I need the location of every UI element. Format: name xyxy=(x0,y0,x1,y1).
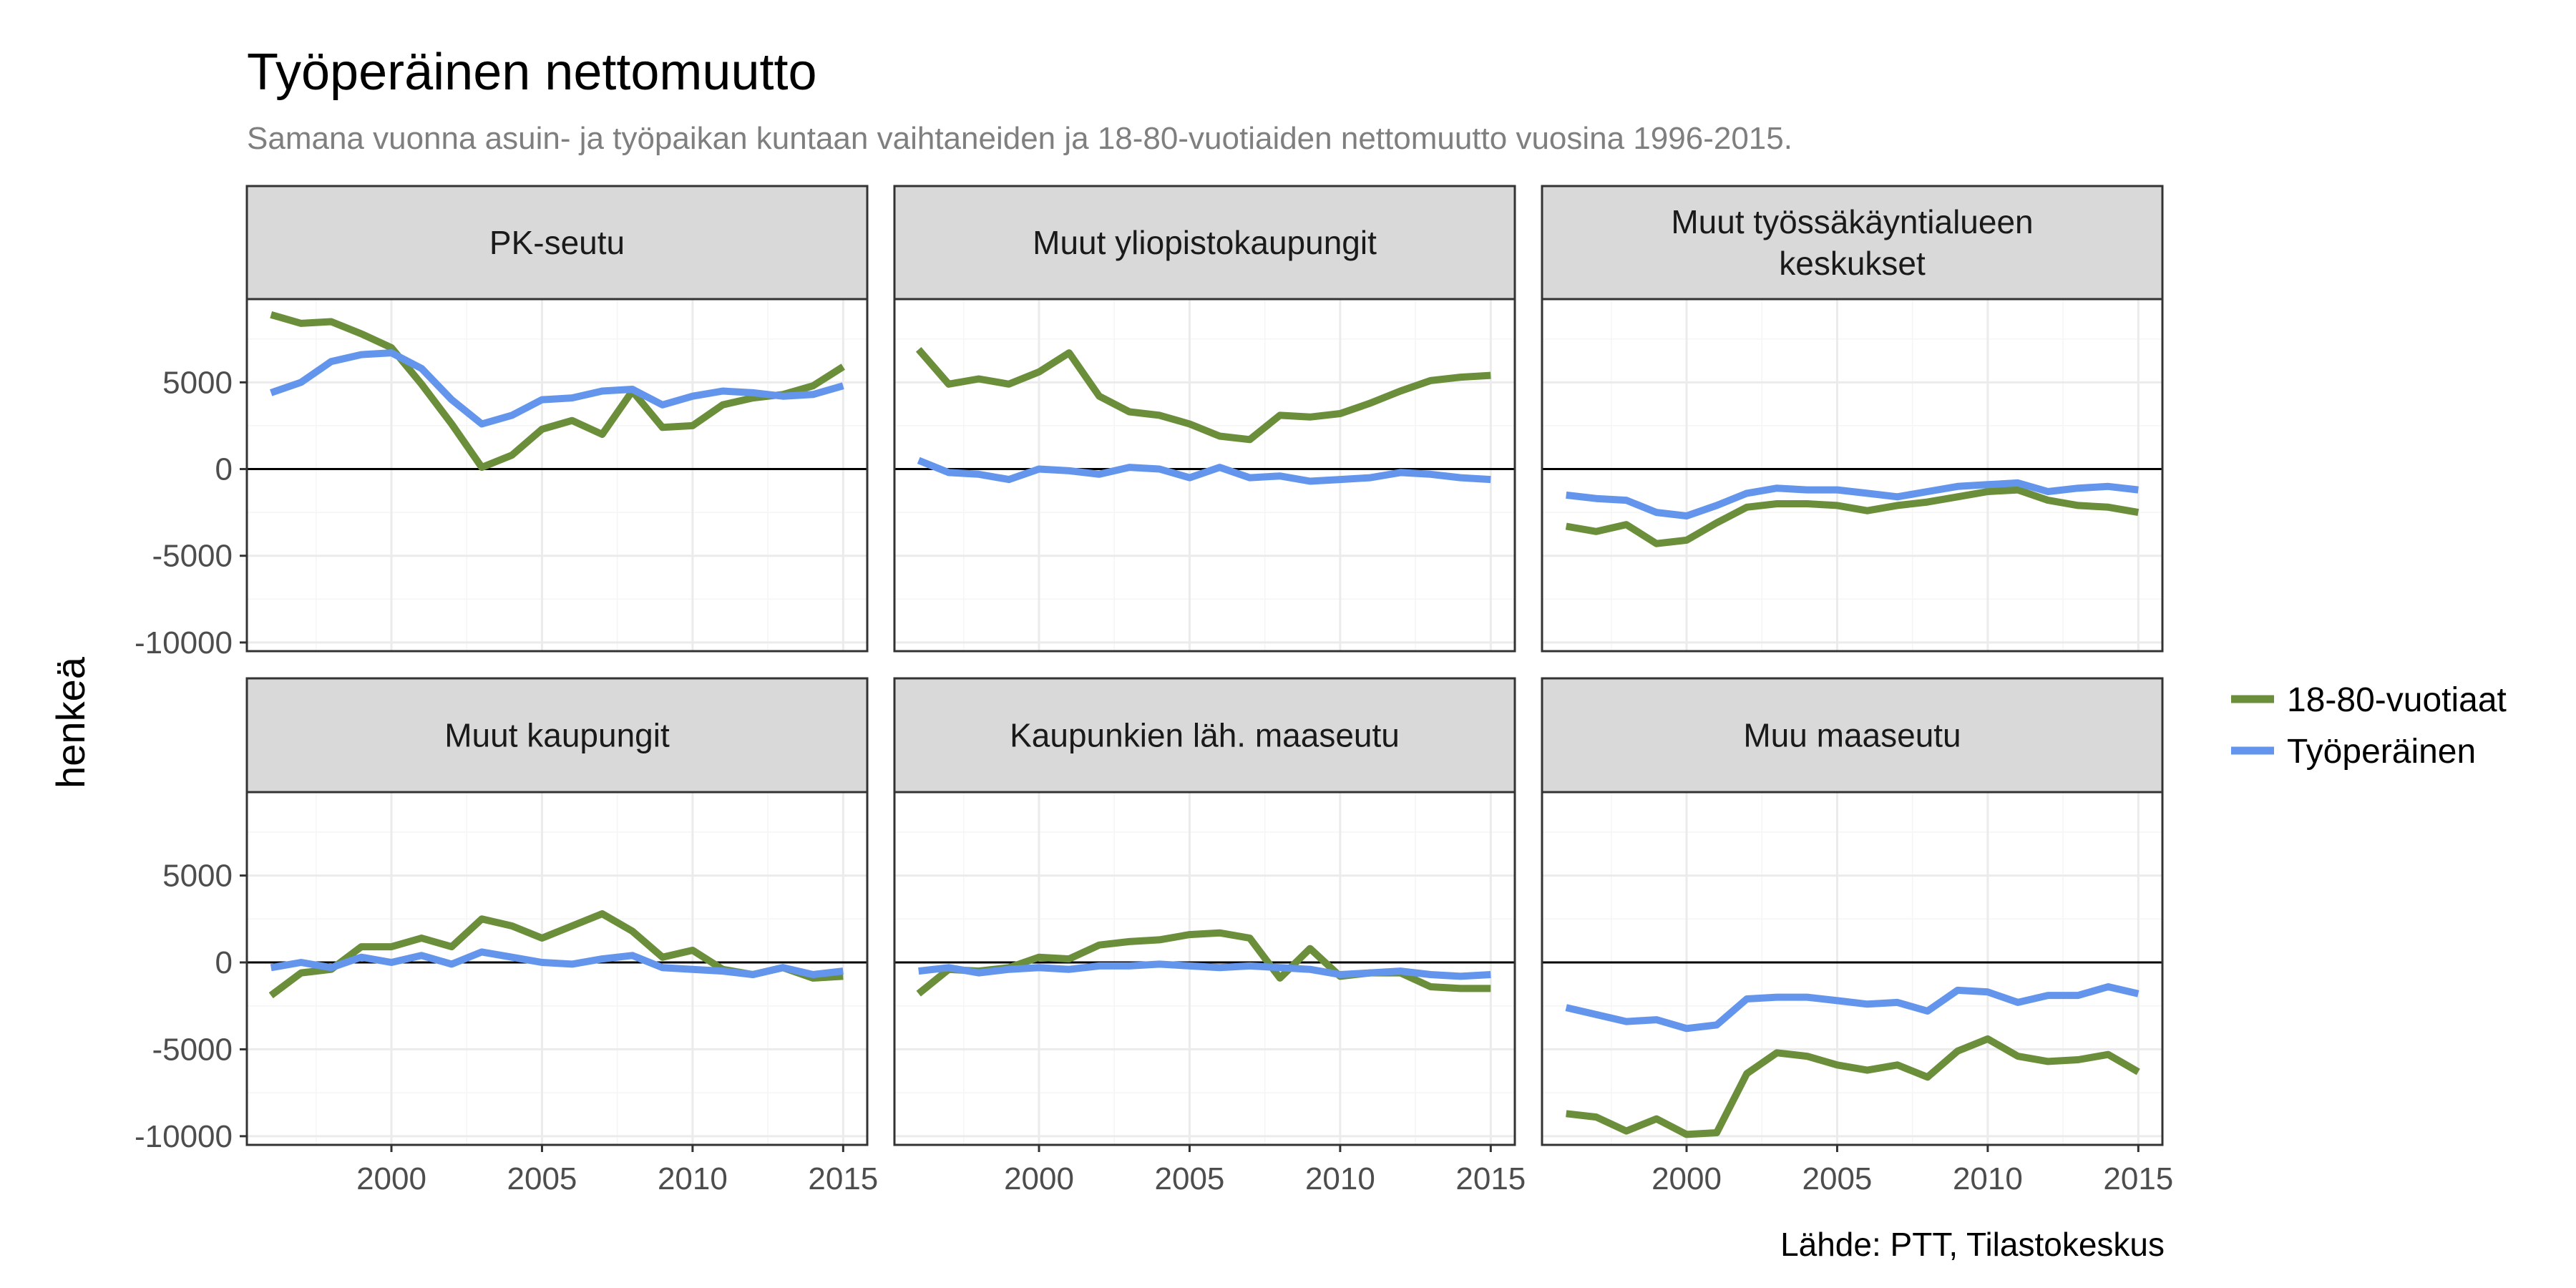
y-tick-label: 0 xyxy=(215,945,233,980)
panel-strip-label: Muut yliopistokaupungit xyxy=(1033,224,1377,261)
y-tick-label: 5000 xyxy=(162,859,233,894)
chart-title: Työperäinen nettomuutto xyxy=(247,44,817,101)
x-tick-label: 2015 xyxy=(1455,1161,1526,1196)
panel-background xyxy=(247,299,867,651)
series-line-tyoperainen xyxy=(1565,983,2140,1033)
x-tick-label: 2000 xyxy=(1004,1161,1074,1196)
legend-item-18-80-vuotiaat: 18-80-vuotiaat xyxy=(2231,681,2507,719)
x-tick-label: 2010 xyxy=(1305,1161,1375,1196)
panel-strip-label: keskukset xyxy=(1779,245,1926,282)
series-line-18-80-vuotiaat xyxy=(270,311,845,472)
panel-strip-label: PK-seutu xyxy=(489,224,625,261)
panel-strip xyxy=(893,677,1516,794)
panel-border xyxy=(245,791,869,1146)
y-axis-title: henkeä xyxy=(48,656,93,789)
panel-muut-yliopistokaupungit: Muut yliopistokaupungit xyxy=(893,185,1516,653)
panel-border xyxy=(245,298,869,653)
panel-border xyxy=(1541,298,2164,653)
panel-pk-seutu: PK-seutu -10000 -5000 0 5000 xyxy=(135,185,869,660)
series-line-18-80-vuotiaat xyxy=(915,347,1491,444)
y-tick-label: -5000 xyxy=(152,539,233,574)
panel-kaupunkien-lah-maaseutu: Kaupunkien läh. maaseutu 2000 2005 2010 2015 xyxy=(893,677,1526,1196)
panel-strip xyxy=(245,677,869,794)
series-line-tyoperainen xyxy=(270,948,844,978)
panel-strip-label: Muut kaupungit xyxy=(444,717,670,754)
x-tick-label: 2005 xyxy=(1155,1161,1225,1196)
series-line-tyoperainen xyxy=(1566,479,2139,519)
legend-label: Työperäinen xyxy=(2287,733,2476,771)
panel-border xyxy=(893,298,1516,653)
panel-border xyxy=(893,791,1516,1146)
y-tick-label: 0 xyxy=(215,452,233,487)
x-tick-label: 2010 xyxy=(1953,1161,2023,1196)
chart-subtitle: Samana vuonna asuin- ja työpaikan kuntaa… xyxy=(247,121,1792,156)
panel-strip xyxy=(245,185,869,301)
y-tick-label: -10000 xyxy=(135,1119,233,1154)
x-tick-label: 2000 xyxy=(1652,1161,1722,1196)
legend: 18-80-vuotiaat Työperäinen xyxy=(2231,681,2507,771)
panel-strip-label: Kaupunkien läh. maaseutu xyxy=(1010,717,1400,754)
x-tick-label: 2010 xyxy=(658,1161,728,1196)
panel-muut-tyossakayntialueen-keskukset: Muut työssäkäyntialueen keskukset xyxy=(1541,185,2164,653)
series-line-tyoperainen xyxy=(917,457,1491,485)
x-tick-label: 2005 xyxy=(507,1161,577,1196)
source-caption: Lähde: PTT, Tilastokeskus xyxy=(1780,1226,2165,1263)
series-line-18-80-vuotiaat xyxy=(1566,1035,2140,1138)
series-line-18-80-vuotiaat xyxy=(1565,486,2140,547)
panel-background xyxy=(1542,792,2162,1145)
facet-panels: PK-seutu -10000 -5000 0 5000 Muut yliopistoka… xyxy=(135,185,2173,1196)
panel-strip-label: Muut työssäkäyntialueen xyxy=(1671,203,2033,240)
panel-strip-label: Muu maaseutu xyxy=(1743,717,1961,754)
series-line-tyoperainen xyxy=(270,349,844,428)
x-tick-label: 2015 xyxy=(2103,1161,2173,1196)
legend-item-tyoperainen: Työperäinen xyxy=(2231,733,2476,771)
panel-strip xyxy=(1541,185,2164,301)
x-tick-label: 2015 xyxy=(808,1161,878,1196)
panel-muu-maaseutu: Muu maaseutu 2000 2005 2010 2015 xyxy=(1541,677,2173,1196)
panel-strip xyxy=(893,185,1516,301)
x-tick-label: 2005 xyxy=(1802,1161,1873,1196)
panel-muut-kaupungit: Muut kaupungit -10000 -5000 0 5000 2000 2005 20… xyxy=(135,677,878,1196)
x-tick-label: 2000 xyxy=(356,1161,426,1196)
series-line-tyoperainen xyxy=(918,960,1491,980)
panel-strip xyxy=(1541,677,2164,794)
panel-background xyxy=(1542,299,2162,651)
y-tick-label: 5000 xyxy=(162,365,233,400)
panel-border xyxy=(1541,791,2164,1146)
legend-label: 18-80-vuotiaat xyxy=(2287,681,2507,719)
y-tick-label: -5000 xyxy=(152,1032,233,1067)
y-tick-label: -10000 xyxy=(135,625,233,660)
